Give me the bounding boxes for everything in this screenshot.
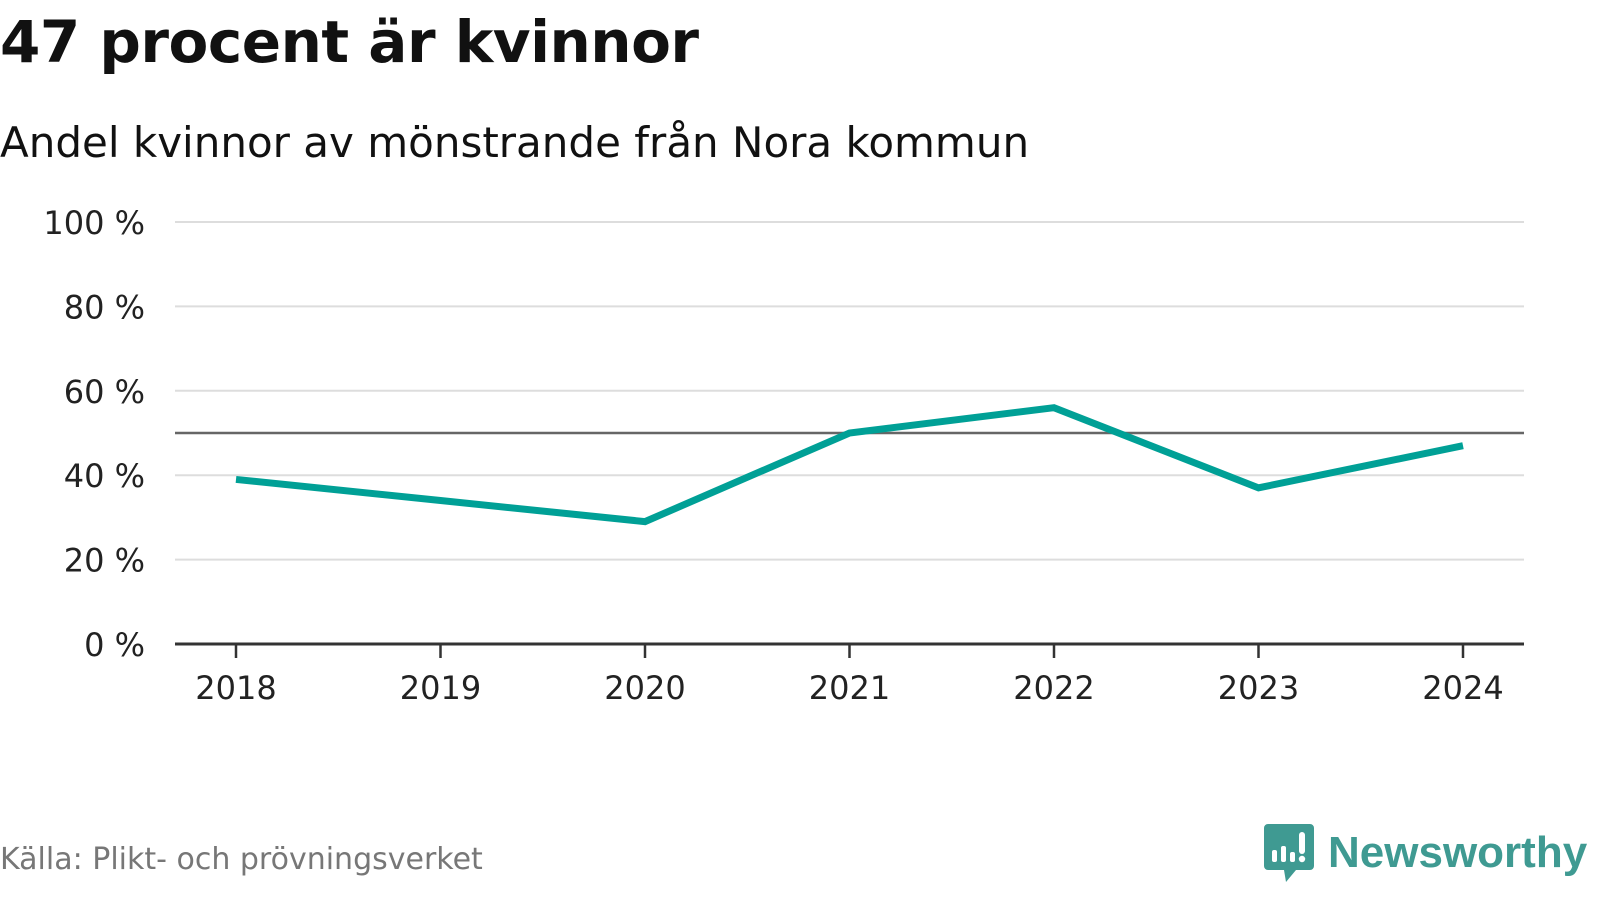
source-note: Källa: Plikt- och prövningsverket [0, 842, 483, 877]
newsworthy-logo-icon [1264, 824, 1314, 882]
line-chart: 0 % 20 % 40 % 60 % 80 % 100 % 2018 2019 2020 2021… [43, 204, 1524, 707]
series-line [235, 404, 1464, 526]
y-tick-label: 100 % [43, 204, 145, 242]
x-tick-label: 2018 [195, 669, 276, 707]
x-tick-label: 2024 [1422, 669, 1503, 707]
x-tick-label: 2021 [809, 669, 890, 707]
y-tick-label: 40 % [64, 457, 145, 495]
x-tick-label: 2022 [1013, 669, 1094, 707]
x-tick-label: 2019 [400, 669, 481, 707]
x-tick-label: 2020 [604, 669, 685, 707]
newsworthy-logo-text: Newsworthy [1328, 828, 1588, 877]
chart-title: 47 procent är kvinnor [0, 8, 699, 76]
y-tick-label: 20 % [64, 542, 145, 580]
newsworthy-logo: Newsworthy [1264, 824, 1587, 882]
chart-subtitle: Andel kvinnor av mönstrande från Nora ko… [0, 118, 1030, 167]
y-tick-label: 80 % [64, 288, 145, 326]
x-tick-label: 2023 [1218, 669, 1299, 707]
y-tick-label: 60 % [64, 373, 145, 411]
y-tick-label: 0 % [84, 626, 145, 664]
